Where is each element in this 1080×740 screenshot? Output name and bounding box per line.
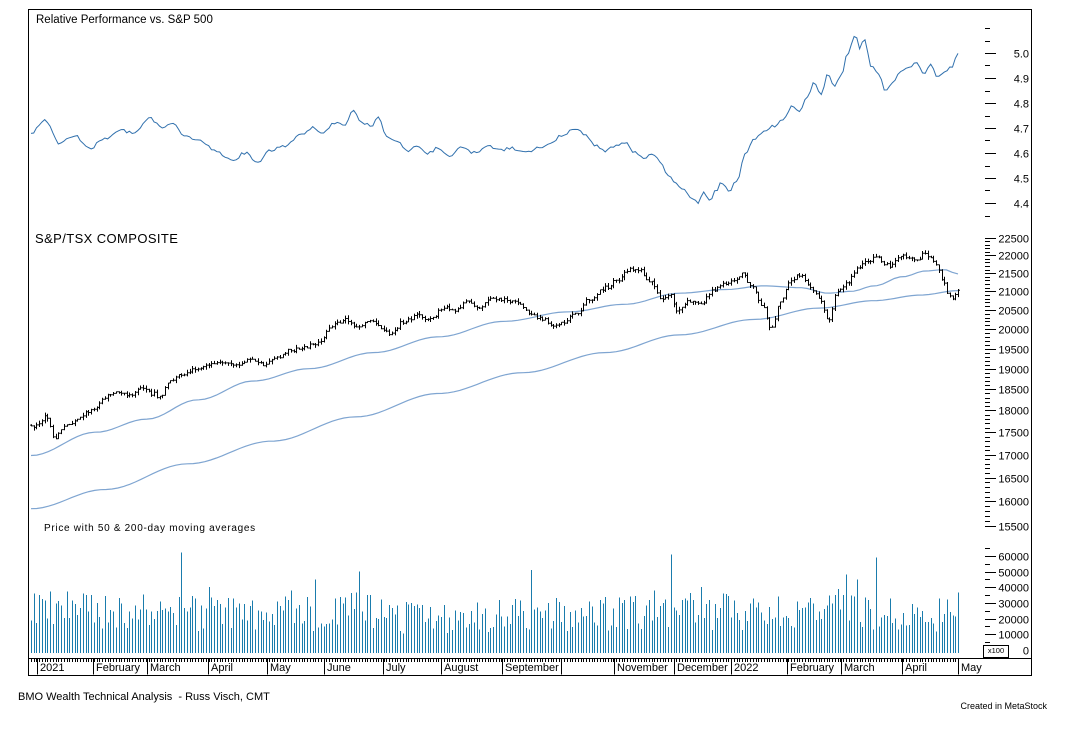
svg-text:4.5: 4.5 — [1014, 174, 1029, 186]
relative-performance-line — [30, 35, 959, 205]
svg-text:22500: 22500 — [998, 234, 1029, 246]
footer-created-in: Created in MetaStock — [960, 701, 1047, 711]
svg-text:19500: 19500 — [998, 345, 1029, 357]
svg-text:20500: 20500 — [998, 306, 1029, 318]
svg-text:March: March — [844, 662, 875, 674]
footer-attribution: BMO Wealth Technical Analysis - Russ Vis… — [18, 691, 270, 703]
svg-text:40000: 40000 — [998, 583, 1029, 595]
volume-unit-label: x100 — [983, 645, 1009, 658]
svg-text:10000: 10000 — [998, 630, 1029, 642]
svg-text:15500: 15500 — [998, 522, 1029, 534]
svg-text:2021: 2021 — [40, 662, 64, 674]
svg-text:February: February — [790, 662, 835, 674]
svg-text:50000: 50000 — [998, 568, 1029, 580]
x-axis: 2021 February March April May June July August S… — [31, 658, 982, 675]
svg-text:4.9: 4.9 — [1014, 74, 1029, 86]
svg-text:17000: 17000 — [998, 451, 1029, 463]
svg-text:21000: 21000 — [998, 287, 1029, 299]
price-ohlc-bars — [30, 250, 960, 440]
svg-text:4.8: 4.8 — [1014, 99, 1029, 111]
svg-text:17500: 17500 — [998, 428, 1029, 440]
price-panel-title: S&P/TSX COMPOSITE — [35, 231, 179, 246]
svg-text:30000: 30000 — [998, 599, 1029, 611]
svg-text:21500: 21500 — [998, 269, 1029, 281]
svg-text:22000: 22000 — [998, 251, 1029, 263]
svg-text:April: April — [905, 662, 927, 674]
relative-panel-title: Relative Performance vs. S&P 500 — [36, 14, 213, 26]
svg-text:60000: 60000 — [998, 552, 1029, 564]
svg-text:20000: 20000 — [998, 325, 1029, 337]
svg-text:19000: 19000 — [998, 365, 1029, 377]
svg-text:September: September — [505, 662, 559, 674]
svg-text:4.4: 4.4 — [1014, 199, 1029, 211]
chart-border — [28, 9, 1032, 676]
svg-text:May: May — [961, 662, 982, 674]
relative-panel-series — [30, 35, 959, 205]
price-panel-subtitle: Price with 50 & 200-day moving averages — [44, 523, 256, 534]
svg-text:November: November — [617, 662, 668, 674]
svg-text:4.7: 4.7 — [1014, 124, 1029, 136]
svg-text:2022: 2022 — [734, 662, 758, 674]
month-ticks — [37, 658, 959, 675]
price-panel-series — [30, 250, 960, 510]
svg-text:August: August — [444, 662, 478, 674]
svg-text:5.0: 5.0 — [1014, 49, 1029, 61]
svg-text:April: April — [211, 662, 233, 674]
y-axis-relative: 5.0 4.9 4.8 4.7 4.6 4.5 4.4 — [985, 28, 1029, 217]
svg-text:16000: 16000 — [998, 497, 1029, 509]
ma-50-line — [30, 269, 959, 457]
svg-text:May: May — [270, 662, 291, 674]
y-axis-price: 22500 22000 21500 21000 20500 20000 19500 19000… — [985, 234, 1029, 534]
ma-200-line — [30, 290, 959, 510]
y-axis-volume: 60000 50000 40000 30000 20000 10000 0 — [985, 548, 1029, 658]
svg-text:4.6: 4.6 — [1014, 149, 1029, 161]
svg-text:18000: 18000 — [998, 406, 1029, 418]
volume-panel-series — [31, 552, 959, 653]
svg-text:February: February — [96, 662, 141, 674]
svg-text:0: 0 — [1023, 646, 1029, 658]
svg-text:18500: 18500 — [998, 385, 1029, 397]
svg-text:March: March — [150, 662, 181, 674]
svg-text:20000: 20000 — [998, 615, 1029, 627]
day-ticks — [31, 658, 959, 662]
svg-text:16500: 16500 — [998, 474, 1029, 486]
svg-text:June: June — [327, 662, 351, 674]
svg-text:July: July — [386, 662, 406, 674]
volume-bars — [31, 552, 959, 653]
svg-text:December: December — [677, 662, 728, 674]
